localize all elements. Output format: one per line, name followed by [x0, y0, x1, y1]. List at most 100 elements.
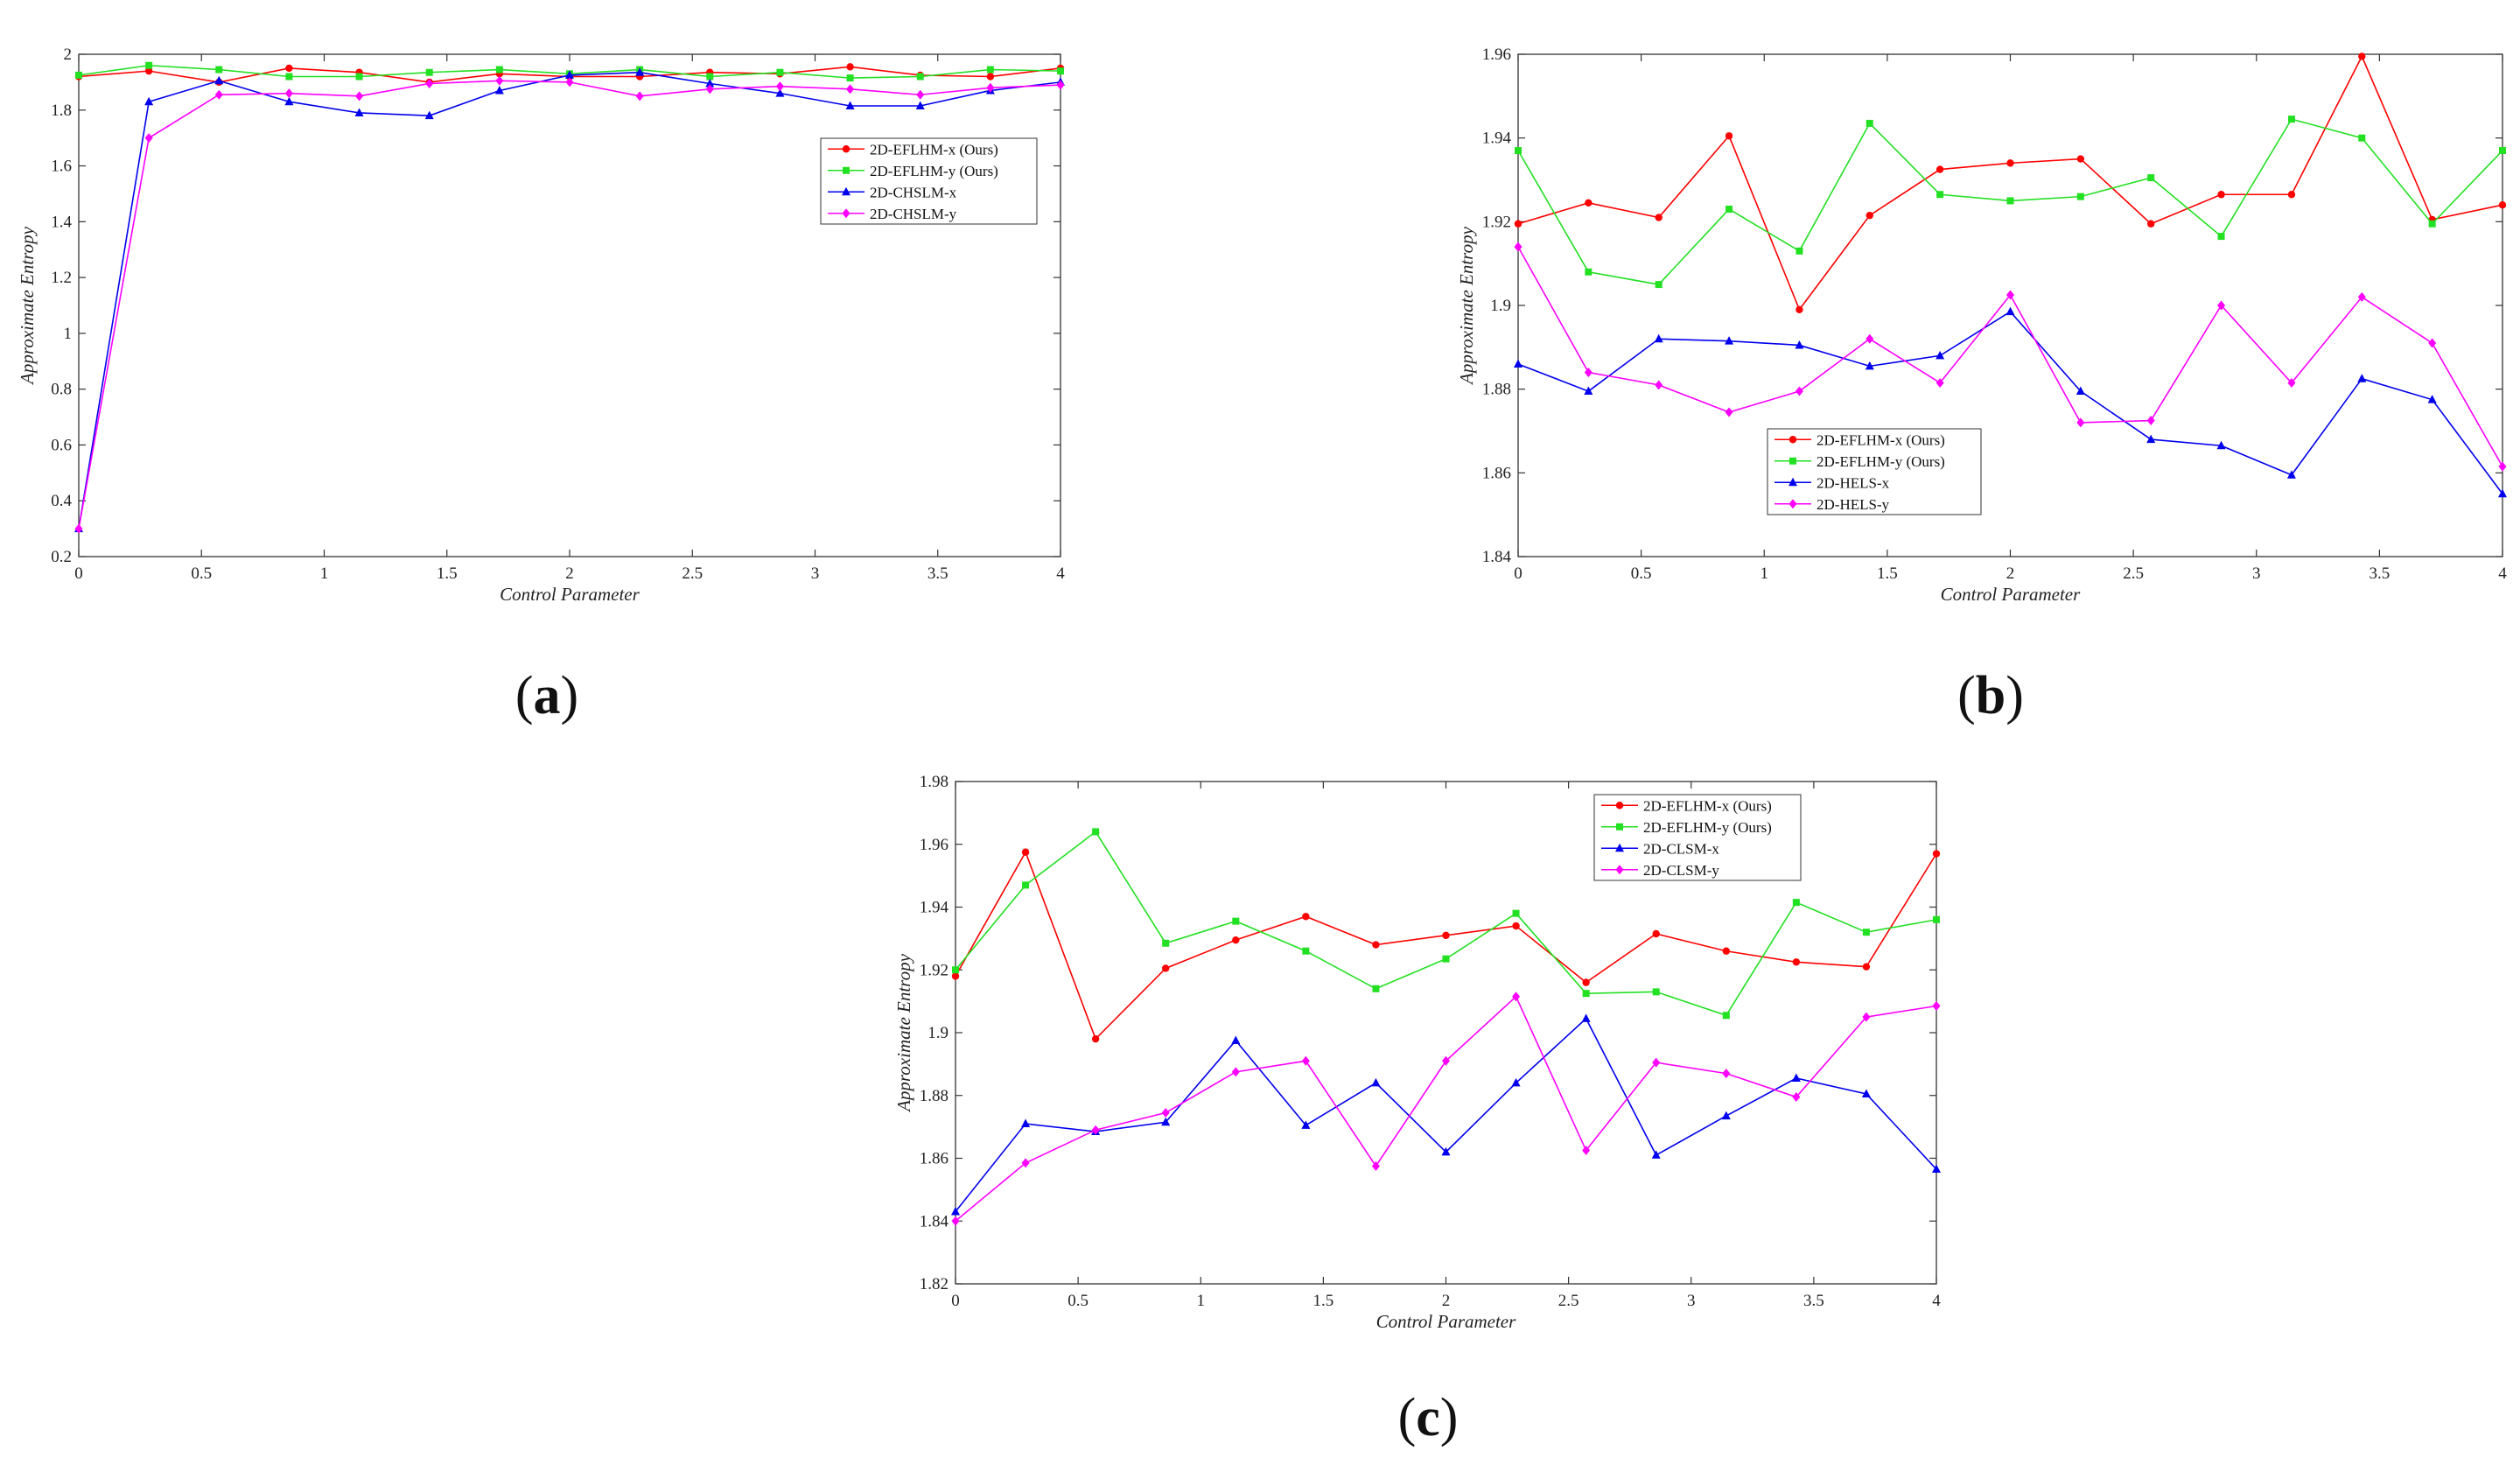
data-point-2: [1652, 988, 1660, 996]
data-point-3: [1721, 1111, 1731, 1120]
y-tick-label: 1.2: [51, 269, 72, 287]
data-point-3: [2146, 434, 2156, 444]
data-point-2: [1057, 67, 1064, 75]
legend-marker: [843, 166, 850, 174]
data-point-3: [1932, 1164, 1941, 1174]
y-axis-label: Approximate Entropy: [893, 953, 914, 1113]
data-point-1: [285, 64, 293, 73]
data-point-1: [1862, 963, 1871, 971]
data-point-1: [1582, 978, 1590, 986]
data-point-1: [1796, 305, 1803, 313]
y-tick-label: 1.94: [1482, 130, 1512, 148]
data-point-4: [1371, 1160, 1380, 1171]
y-tick-label: 1.96: [1482, 46, 1511, 64]
y-tick-label: 1.4: [51, 213, 72, 231]
data-point-1: [144, 67, 153, 75]
data-point-2: [1582, 990, 1590, 998]
x-tick-label: 1: [320, 564, 329, 583]
data-point-2: [215, 66, 223, 74]
data-point-2: [1302, 947, 1310, 955]
data-point-2: [1162, 939, 1170, 947]
caption-letter: b: [1976, 666, 2006, 725]
data-point-2: [1862, 929, 1870, 936]
data-point-4: [1932, 1001, 1941, 1012]
y-tick-label: 1.92: [1482, 213, 1511, 231]
x-tick-label: 3.5: [928, 564, 948, 583]
data-point-4: [2006, 290, 2014, 300]
y-tick-label: 0.2: [51, 548, 72, 566]
data-point-2: [425, 68, 433, 76]
caption-paren-close: ): [2006, 666, 2024, 725]
data-point-1: [951, 972, 960, 980]
data-point-4: [2146, 416, 2155, 426]
x-tick-label: 1.5: [437, 564, 458, 583]
x-tick-label: 3.5: [2370, 564, 2390, 583]
caption-paren-open: (: [1957, 666, 1976, 725]
data-point-1: [1722, 947, 1730, 955]
data-point-4: [425, 78, 434, 88]
data-point-1: [2287, 191, 2296, 199]
data-point-3: [214, 75, 224, 85]
data-point-2: [916, 73, 924, 81]
data-point-2: [355, 73, 363, 81]
data-point-4: [284, 88, 293, 99]
data-point-3: [1231, 1035, 1241, 1044]
legend-marker: [1789, 457, 1796, 465]
legend-label: 2D-EFLHM-x (Ours): [1643, 797, 1772, 814]
data-point-4: [775, 81, 784, 92]
data-point-1: [2217, 191, 2225, 199]
y-tick-label: 1: [64, 325, 73, 343]
data-point-4: [1582, 1146, 1591, 1156]
legend-box: [1593, 794, 1802, 881]
x-tick-label: 1.5: [1877, 564, 1898, 583]
y-tick-label: 1.96: [920, 836, 948, 854]
caption-paren-open: (: [515, 666, 534, 725]
y-tick-label: 1.6: [51, 158, 72, 176]
legend-label: 2D-HELS-x: [1816, 474, 1890, 491]
caption-letter: c: [1416, 1388, 1440, 1447]
data-point-3: [2427, 395, 2437, 403]
y-tick-label: 1.84: [920, 1212, 949, 1230]
data-point-2: [2428, 220, 2436, 228]
data-point-1: [1442, 931, 1450, 939]
data-point-4: [1161, 1107, 1170, 1118]
data-point-3: [1581, 1013, 1591, 1022]
data-point-3: [2498, 488, 2507, 498]
data-point-1: [2147, 220, 2155, 228]
x-tick-label: 0.5: [1068, 1292, 1088, 1310]
x-tick-label: 0.5: [1631, 564, 1652, 583]
legend: 2D-EFLHM-x (Ours) 2D-EFLHM-y (Ours) 2D-CHS…: [820, 137, 1038, 225]
y-tick-label: 1.8: [51, 102, 72, 120]
data-point-3: [635, 67, 645, 76]
data-point-4: [2076, 417, 2085, 428]
data-point-2: [706, 73, 714, 81]
data-point-4: [1936, 377, 1944, 388]
data-point-3: [1021, 1118, 1031, 1128]
data-point-1: [1936, 165, 1944, 173]
data-point-4: [1512, 992, 1521, 1002]
x-tick-label: 2: [2006, 564, 2015, 583]
data-point-3: [284, 96, 294, 106]
data-point-3: [1795, 340, 1804, 349]
panel-caption: (a): [515, 666, 578, 725]
data-point-2: [1585, 268, 1592, 276]
data-point-2: [1866, 119, 1873, 127]
y-tick-label: 1.9: [928, 1024, 948, 1042]
data-point-1: [1866, 211, 1873, 220]
data-point-2: [1796, 247, 1803, 255]
data-point-3: [2076, 386, 2085, 396]
y-axis-label: Approximate Entropy: [1456, 226, 1477, 386]
y-tick-label: 2: [64, 46, 73, 64]
legend-box: [1767, 428, 1982, 515]
data-point-4: [1091, 1125, 1100, 1135]
data-point-3: [1861, 1089, 1871, 1097]
data-point-2: [1022, 881, 1030, 889]
data-point-4: [1795, 386, 1803, 396]
y-tick-label: 0.4: [51, 492, 72, 510]
data-point-2: [2499, 147, 2506, 155]
legend-marker: [842, 208, 850, 219]
legend-box: [820, 137, 1038, 225]
data-point-3: [2286, 470, 2296, 479]
